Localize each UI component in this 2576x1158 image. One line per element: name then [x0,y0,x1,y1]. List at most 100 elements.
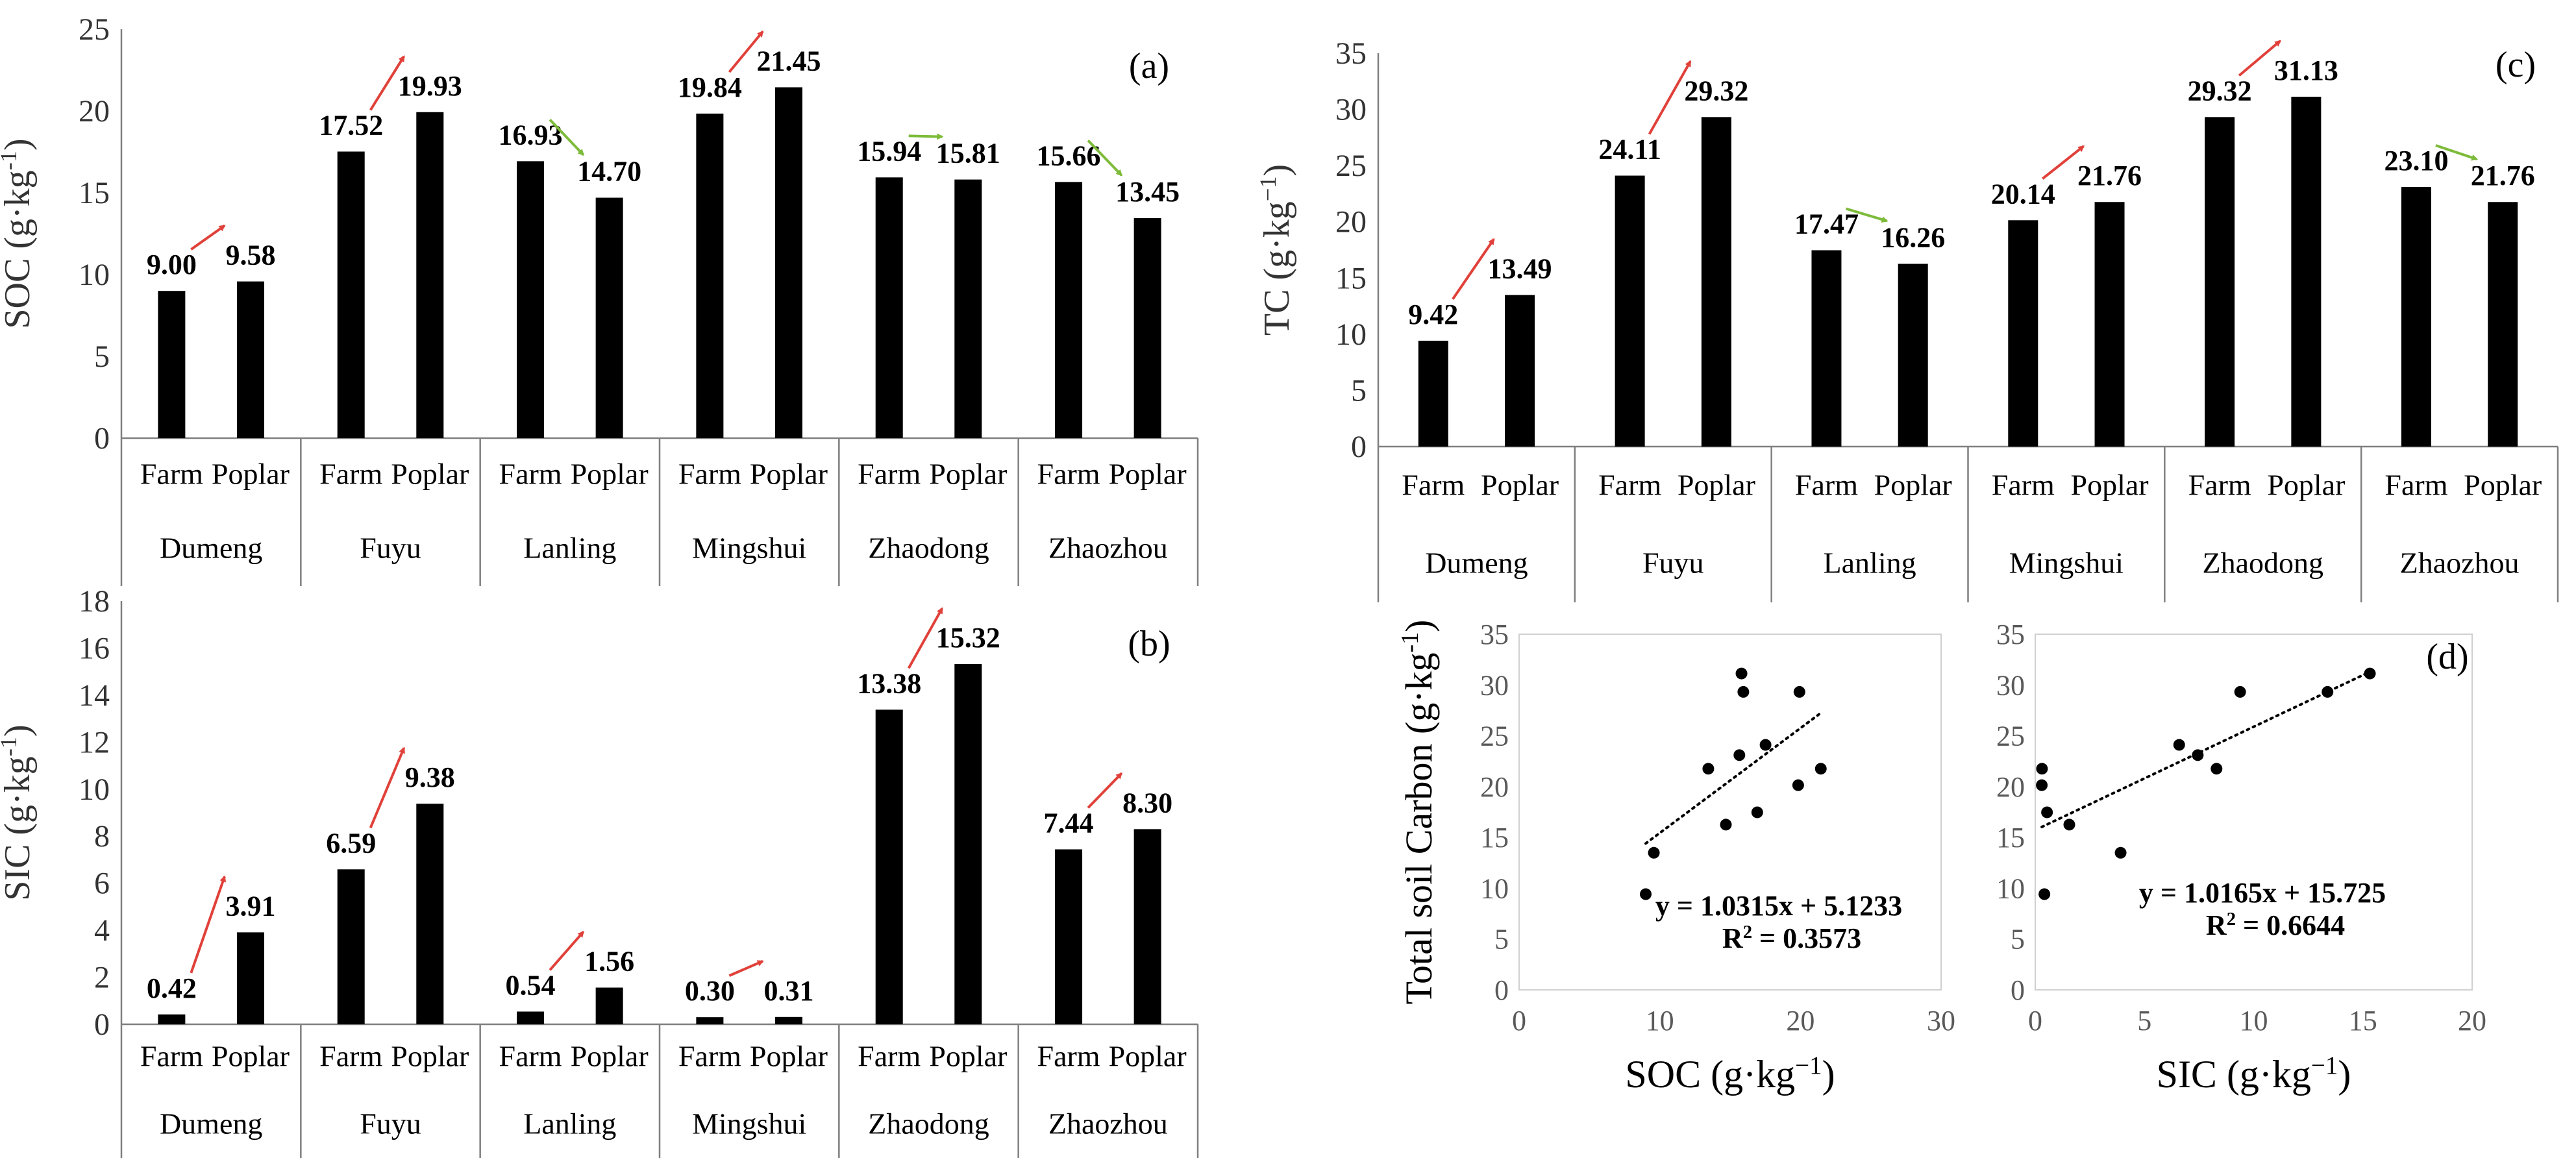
increase-arrow-lanling-b [549,930,585,971]
y-tick-label-b: 2 [94,961,110,995]
bar-farm-zhaodong-c [2205,117,2235,447]
data-point-d1 [1733,749,1746,761]
x-tick-label-d1: 30 [1927,1005,1955,1037]
bar-poplar-dumeng-b [236,932,264,1024]
x-subcategory-label-c: Poplar [2464,468,2542,501]
x-tick-label-d2: 5 [2137,1005,2151,1037]
y-tick-label-a: 20 [79,94,110,129]
decrease-arrow-lanling-c [1845,207,1889,223]
data-label-farm-c: 24.11 [1598,134,1661,166]
bar-farm-fuyu-b [337,869,365,1024]
x-subcategory-label-a: Farm [319,458,382,491]
x-site-label-a: Fuyu [360,532,421,565]
trendline-d2 [2040,670,2372,829]
y-tick-label-b: 18 [79,584,110,619]
y-tick-label-d2: 15 [1996,822,2025,854]
data-point-d1 [1751,806,1763,819]
bar-farm-zhaozhou-a [1055,182,1083,438]
x-subcategory-label-a: Poplar [1109,458,1187,491]
x-subcategory-label-c: Poplar [1678,468,1755,501]
y-tick-label-b: 6 [94,867,110,901]
x-site-label-b: Zhaodong [868,1107,989,1140]
data-label-poplar-a: 15.81 [936,138,1000,169]
increase-arrow-zhaodong-b [907,607,944,669]
y-tick-label-b: 16 [79,631,110,665]
decrease-arrow-lanling-a [549,118,585,156]
decrease-arrow-zhaozhou-a [1087,139,1123,177]
bar-farm-lanling-a [517,161,545,438]
x-site-label-c: Dumeng [1425,546,1528,579]
bar-poplar-fuyu-b [416,804,444,1024]
y-tick-label-b: 8 [94,819,110,854]
x-tick-label-d1: 10 [1646,1005,1674,1037]
data-point-d2 [2173,739,2185,751]
data-label-farm-b: 6.59 [326,827,376,859]
data-label-poplar-a: 9.58 [225,240,275,271]
data-label-farm-c: 9.42 [1408,299,1458,330]
x-site-label-c: Zhaozhou [2400,546,2520,579]
x-subcategory-label-c: Farm [1402,468,1465,501]
panel-label-a: (a) [1129,46,1169,86]
x-site-label-b: Zhaozhou [1048,1107,1168,1140]
panel-label-c: (c) [2496,45,2536,85]
y-tick-label-c: 10 [1335,317,1367,352]
data-label-poplar-c: 29.32 [1684,75,1748,106]
data-point-d1 [1720,819,1732,831]
y-tick-label-d1: 25 [1480,721,1509,752]
x-site-label-a: Zhaozhou [1048,532,1168,565]
decrease-arrow-zhaozhou-c [2435,144,2479,161]
bar-poplar-zhaodong-a [954,179,982,438]
x-site-label-c: Fuyu [1642,546,1704,579]
y-tick-label-b: 0 [94,1007,110,1042]
x-subcategory-label-b: Farm [678,1039,741,1072]
bar-farm-zhaodong-a [875,177,903,438]
bar-farm-mingshui-b [696,1017,724,1024]
data-point-d2 [2041,806,2053,819]
bar-farm-mingshui-a [696,114,724,439]
data-label-farm-b: 7.44 [1044,807,1094,839]
data-point-d1 [1814,763,1827,775]
x-site-label-a: Zhaodong [868,532,989,565]
x-site-label-b: Dumeng [160,1107,262,1140]
data-point-d2 [2036,779,2048,791]
data-label-poplar-b: 3.91 [225,890,275,922]
data-label-poplar-a: 13.45 [1115,176,1180,208]
x-subcategory-label-b: Farm [140,1039,203,1072]
trend-equation-d1: y = 1.0315x + 5.1233 [1655,890,1902,922]
data-label-poplar-b: 0.31 [763,975,813,1007]
y-tick-label-d2: 30 [1996,669,2025,701]
y-tick-label-d1: 15 [1480,822,1509,854]
y-tick-label-d2: 0 [2011,974,2025,1006]
data-label-farm-c: 29.32 [2188,75,2252,106]
data-point-d2 [2364,667,2376,680]
data-point-d2 [2114,846,2127,859]
bar-poplar-lanling-b [595,987,623,1024]
x-tick-label-d2: 0 [2028,1005,2042,1037]
trendline-d1 [1644,711,1822,845]
x-site-label-b: Lanling [523,1107,616,1140]
bar-farm-fuyu-a [337,151,365,438]
r-squared-d1: R2 = 0.3573 [1722,922,1861,955]
y-tick-label-d1: 5 [1494,924,1509,955]
bar-poplar-zhaozhou-b [1133,829,1161,1024]
x-tick-label-d1: 0 [1512,1005,1526,1037]
x-subcategory-label-a: Poplar [571,458,649,491]
x-site-label-a: Lanling [523,532,616,565]
data-label-farm-c: 17.47 [1794,208,1859,240]
data-label-poplar-c: 21.76 [2471,160,2535,191]
x-subcategory-label-a: Farm [858,458,921,491]
bar-poplar-zhaozhou-a [1133,218,1161,438]
y-tick-label-d1: 10 [1480,872,1509,904]
x-subcategory-label-b: Poplar [571,1039,649,1072]
bar-poplar-mingshui-a [774,87,802,438]
x-site-label-a: Mingshui [692,532,806,565]
x-subcategory-label-b: Farm [499,1039,562,1072]
x-subcategory-label-c: Poplar [2267,468,2345,501]
increase-arrow-mingshui-c [2042,145,2085,180]
bar-farm-lanling-c [1811,250,1842,447]
panel-label-d2: (d) [2426,637,2468,677]
data-point-d2 [2234,685,2246,698]
y-tick-label-d1: 35 [1480,619,1509,650]
y-tick-label-b: 12 [79,725,110,759]
